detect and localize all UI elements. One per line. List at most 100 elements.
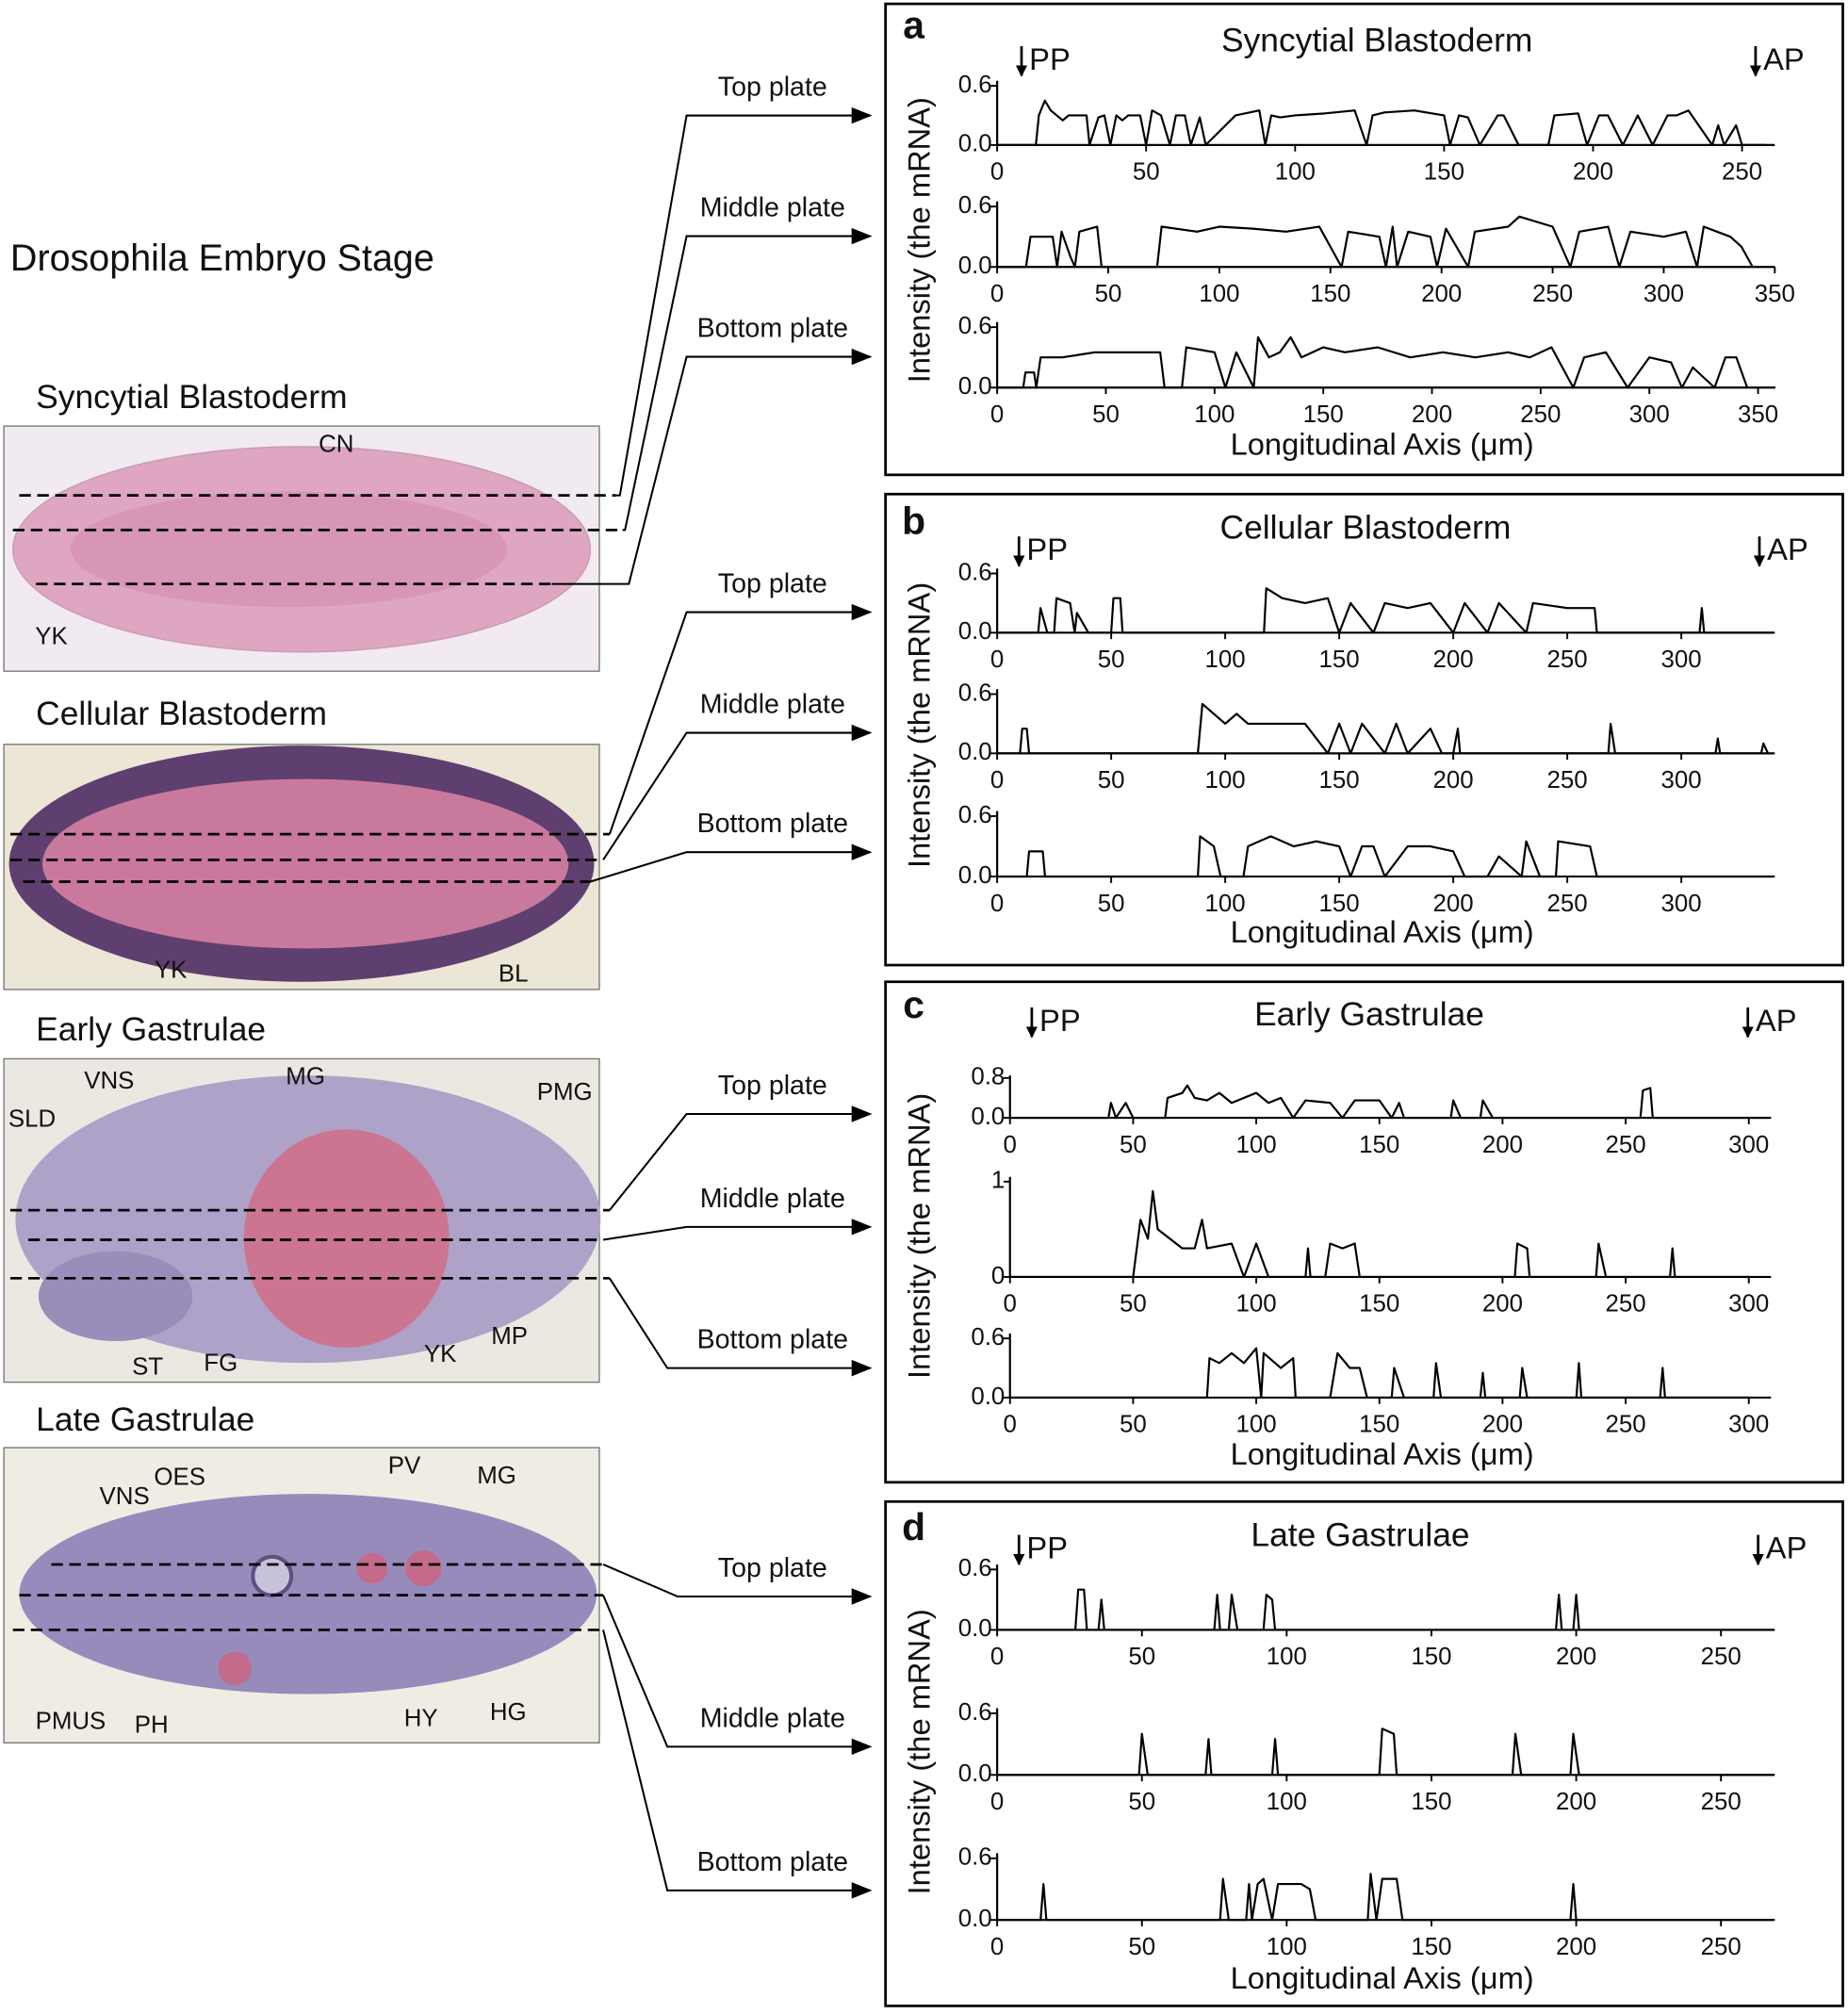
x-tick-label: 150 xyxy=(1424,159,1464,186)
x-tick-label: 200 xyxy=(1412,401,1452,428)
y-tick-label: 0.0 xyxy=(971,1384,1005,1410)
x-tick-label: 250 xyxy=(1547,647,1588,673)
image-label: VNS xyxy=(100,1483,150,1510)
position-marker: PP xyxy=(1026,1531,1068,1565)
y-tick-label: 0.6 xyxy=(958,1555,992,1581)
x-tick-label: 150 xyxy=(1359,1412,1399,1438)
x-tick-label: 150 xyxy=(1319,891,1360,917)
x-axis-label: Longitudinal Axis (μm) xyxy=(1231,914,1534,949)
position-marker: AP xyxy=(1763,41,1805,76)
x-tick-label: 200 xyxy=(1556,1934,1596,1960)
panel-letter: a xyxy=(903,4,924,47)
x-tick-label: 200 xyxy=(1433,767,1474,794)
image-label: SLD xyxy=(8,1106,56,1133)
connector xyxy=(602,1564,873,1605)
x-tick-label: 100 xyxy=(1235,1412,1276,1438)
yolk xyxy=(243,1129,450,1348)
data-line xyxy=(997,1588,1774,1631)
x-tick-label: 200 xyxy=(1482,1132,1523,1158)
x-tick-label: 50 xyxy=(1133,159,1160,186)
panel-frame xyxy=(884,1499,1844,2007)
position-marker: PP xyxy=(1029,41,1071,76)
figure-title: Drosophila Embryo Stage xyxy=(10,237,434,279)
position-marker: PP xyxy=(1026,532,1068,566)
x-tick-label: 0 xyxy=(1004,1132,1017,1158)
y-tick-label: 0.0 xyxy=(971,1104,1005,1130)
x-tick-label: 100 xyxy=(1205,767,1246,794)
x-axis-label: Longitudinal Axis (μm) xyxy=(1231,427,1534,462)
x-tick-label: 300 xyxy=(1661,891,1702,917)
y-tick-label: 0.6 xyxy=(958,559,992,585)
data-line xyxy=(997,99,1766,146)
data-line xyxy=(1009,1084,1772,1120)
connector xyxy=(609,1105,873,1211)
y-axis-label: Intensity (the mRNA) xyxy=(901,1609,936,1894)
x-tick-label: 200 xyxy=(1482,1412,1523,1438)
connector xyxy=(602,1629,873,1899)
panel-frame xyxy=(884,980,1844,1484)
x-tick-label: 200 xyxy=(1556,1644,1596,1670)
x-tick-label: 150 xyxy=(1303,401,1344,428)
x-tick-label: 250 xyxy=(1605,1412,1645,1438)
image-label: OES xyxy=(154,1465,205,1491)
data-line xyxy=(997,215,1754,269)
x-tick-label: 200 xyxy=(1573,159,1613,186)
y-tick-label: 0.6 xyxy=(958,192,992,219)
y-axis-label: Intensity (the mRNA) xyxy=(901,97,936,383)
plate-label: Top plate xyxy=(718,569,827,599)
panel-title: Early Gastrulae xyxy=(1254,995,1484,1033)
x-tick-label: 250 xyxy=(1605,1132,1645,1158)
plate-label: Top plate xyxy=(718,73,827,103)
x-tick-label: 50 xyxy=(1120,1291,1147,1318)
x-tick-label: 50 xyxy=(1098,891,1125,917)
data-line xyxy=(1009,1189,1749,1279)
x-tick-label: 0 xyxy=(990,159,1004,186)
plate-label: Bottom plate xyxy=(697,809,848,839)
connector xyxy=(602,1595,873,1756)
x-tick-label: 50 xyxy=(1120,1412,1147,1438)
plate-label: Bottom plate xyxy=(697,1847,848,1877)
x-tick-label: 0 xyxy=(990,1934,1004,1960)
x-tick-label: 350 xyxy=(1738,401,1778,428)
position-marker: AP xyxy=(1756,1003,1797,1038)
x-tick-label: 200 xyxy=(1421,281,1462,307)
stage-title: Late Gastrulae xyxy=(36,1400,254,1438)
x-tick-label: 200 xyxy=(1556,1789,1596,1815)
connector xyxy=(615,106,873,497)
x-tick-label: 250 xyxy=(1701,1789,1742,1815)
y-axis-label: Intensity (the mRNA) xyxy=(901,582,936,868)
x-tick-label: 0 xyxy=(1004,1412,1017,1438)
image-label: PV xyxy=(388,1452,421,1479)
x-tick-label: 300 xyxy=(1644,281,1684,307)
image-label: CN xyxy=(319,431,353,457)
image-label: PMG xyxy=(537,1079,593,1105)
image-label: FG xyxy=(204,1350,237,1376)
plate-label: Top plate xyxy=(718,1553,827,1583)
x-tick-label: 50 xyxy=(1092,401,1120,428)
data-line xyxy=(997,702,1770,755)
y-tick-label: 0.6 xyxy=(958,313,992,339)
y-tick-label: 0.0 xyxy=(958,1615,992,1642)
x-tick-label: 300 xyxy=(1728,1291,1769,1318)
y-tick-label: 0.6 xyxy=(958,680,992,706)
position-marker: AP xyxy=(1767,532,1808,566)
image-label: PMUS xyxy=(36,1708,106,1734)
x-tick-label: 100 xyxy=(1194,401,1235,428)
y-tick-label: 0.0 xyxy=(958,373,992,400)
x-tick-label: 200 xyxy=(1433,891,1474,917)
plate-label: Middle plate xyxy=(700,690,845,720)
connector xyxy=(622,227,873,532)
x-tick-label: 100 xyxy=(1235,1291,1276,1318)
y-tick-label: 0.6 xyxy=(958,802,992,828)
x-tick-label: 150 xyxy=(1411,1644,1451,1670)
x-axis-label: Longitudinal Axis (μm) xyxy=(1231,1436,1534,1471)
y-tick-label: 0.6 xyxy=(958,1844,992,1871)
connector xyxy=(608,603,873,835)
x-tick-label: 100 xyxy=(1205,891,1246,917)
y-tick-label: 0.6 xyxy=(971,1324,1005,1351)
panel-title: Syncytial Blastoderm xyxy=(1221,21,1532,58)
x-tick-label: 300 xyxy=(1728,1412,1769,1438)
connector xyxy=(602,1219,873,1241)
stage-title: Early Gastrulae xyxy=(36,1010,266,1048)
